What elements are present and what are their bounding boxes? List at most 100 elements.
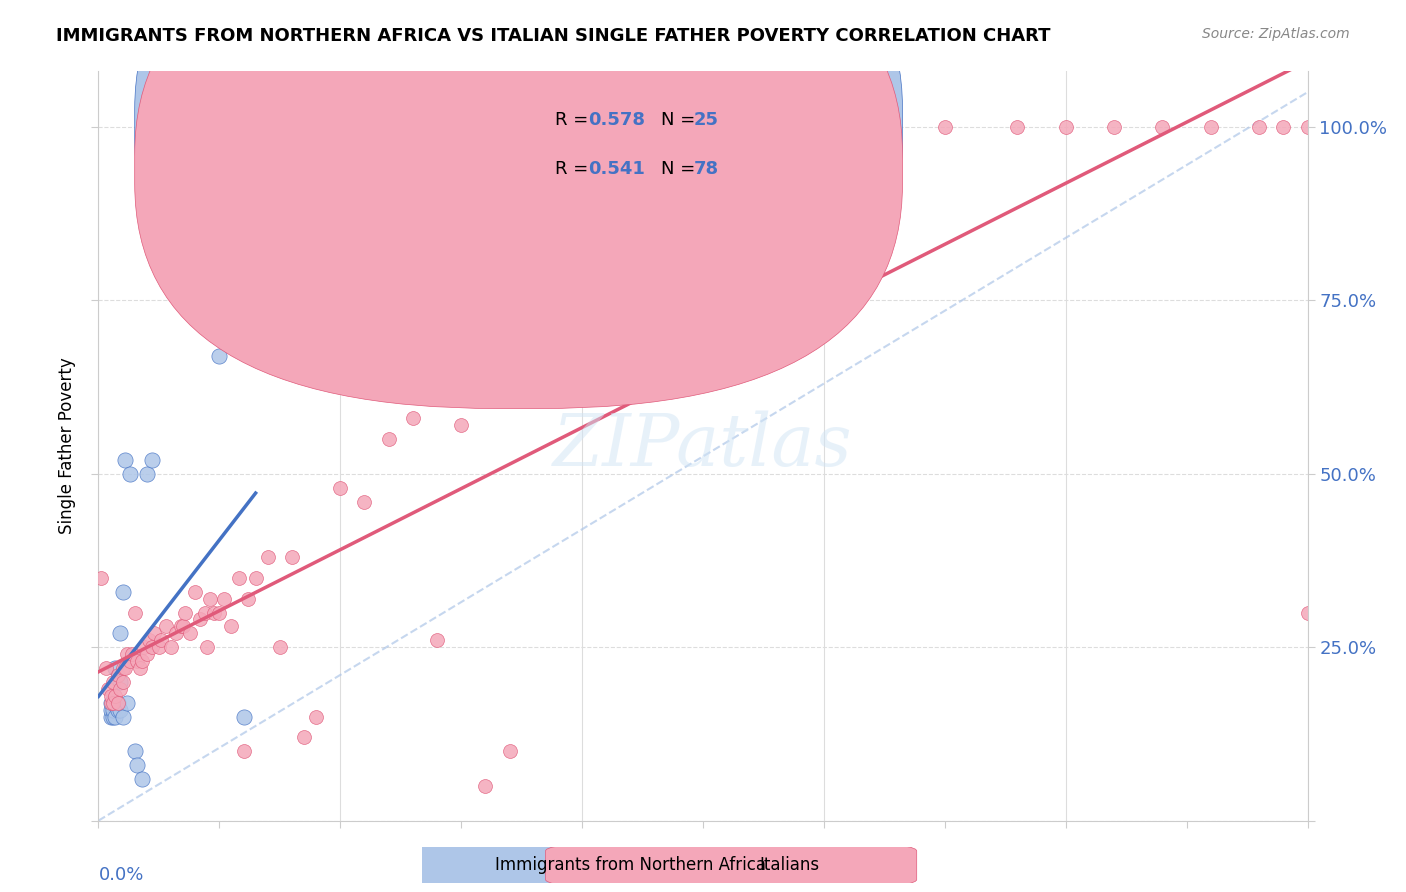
Point [208,349,231,363]
Point [232,709,254,723]
Point [402,411,425,425]
Point [97,681,120,696]
Point [155,619,177,633]
Point [188,612,211,626]
Point [1272,120,1295,134]
Point [353,494,375,508]
Point [474,779,496,793]
Point [1102,120,1125,134]
Point [212,591,235,606]
Point [194,606,217,620]
Point [107,703,129,717]
Point [143,626,166,640]
Point [179,626,201,640]
Point [195,640,218,655]
Point [104,661,127,675]
Point [329,481,352,495]
Point [131,772,153,786]
Text: N =: N = [661,112,700,129]
Point [238,591,260,606]
Point [1054,120,1077,134]
Text: 25: 25 [693,112,718,129]
Point [124,606,146,620]
Text: Italians: Italians [759,856,820,874]
Point [245,571,267,585]
Text: N =: N = [661,160,700,178]
Text: Immigrants from Northern Africa: Immigrants from Northern Africa [495,856,766,874]
Point [1152,120,1174,134]
Point [172,619,194,633]
Point [169,619,191,633]
Point [104,709,127,723]
Point [1296,606,1319,620]
Point [184,584,207,599]
Point [131,654,153,668]
Point [860,120,883,134]
Point [101,696,124,710]
Point [619,120,641,134]
Text: Source: ZipAtlas.com: Source: ZipAtlas.com [1202,27,1350,41]
Point [108,681,131,696]
Point [256,549,278,564]
Point [1199,120,1222,134]
Point [765,244,787,259]
Point [135,647,157,661]
Point [281,549,304,564]
FancyBboxPatch shape [281,840,652,890]
Point [668,120,690,134]
Point [426,633,449,648]
Point [208,606,231,620]
Point [150,633,173,648]
Point [934,120,956,134]
Point [111,674,134,689]
Point [94,661,117,675]
Point [204,606,226,620]
Point [117,696,139,710]
Point [716,120,738,134]
Point [108,626,131,640]
Text: ZIPatlas: ZIPatlas [553,410,853,482]
Point [100,709,122,723]
Point [141,453,163,467]
Point [165,626,187,640]
Point [100,703,122,717]
Point [101,674,124,689]
Point [107,668,129,682]
Point [118,467,141,481]
FancyBboxPatch shape [135,0,903,364]
Point [269,640,291,655]
Y-axis label: Single Father Poverty: Single Father Poverty [58,358,76,534]
Point [135,467,157,481]
Point [1249,120,1271,134]
Point [174,606,197,620]
Point [148,640,170,655]
Point [114,453,136,467]
Point [134,640,156,655]
Point [141,640,163,655]
Point [292,731,315,745]
Point [117,647,139,661]
Point [228,571,250,585]
Point [813,120,835,134]
Point [114,661,136,675]
Point [108,703,131,717]
Point [90,571,112,585]
Point [377,432,399,446]
Point [232,744,254,758]
Text: 0.0%: 0.0% [98,865,143,884]
Point [138,633,160,648]
Point [107,696,129,710]
Point [450,418,472,433]
Point [100,696,122,710]
Point [111,584,134,599]
Point [127,758,149,772]
FancyBboxPatch shape [546,840,917,890]
Point [111,709,134,723]
Text: 78: 78 [693,160,718,178]
Point [128,661,150,675]
Point [198,591,221,606]
Point [1296,120,1319,134]
Point [100,689,122,703]
Point [101,709,124,723]
Text: 0.541: 0.541 [588,160,645,178]
